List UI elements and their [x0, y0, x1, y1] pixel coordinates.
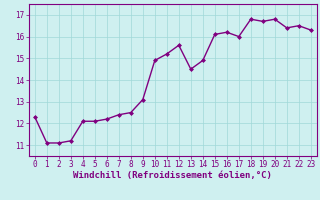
X-axis label: Windchill (Refroidissement éolien,°C): Windchill (Refroidissement éolien,°C) — [73, 171, 272, 180]
